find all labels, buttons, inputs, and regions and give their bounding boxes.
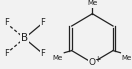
Text: O: O <box>89 58 96 67</box>
Text: F: F <box>4 49 9 58</box>
Text: F: F <box>40 18 45 27</box>
Text: Me: Me <box>87 0 97 6</box>
Text: Me: Me <box>122 55 132 61</box>
Text: F: F <box>4 18 9 27</box>
Text: F: F <box>40 49 45 58</box>
Text: B: B <box>21 33 28 43</box>
Text: +: + <box>94 55 100 64</box>
Text: Me: Me <box>53 55 63 61</box>
